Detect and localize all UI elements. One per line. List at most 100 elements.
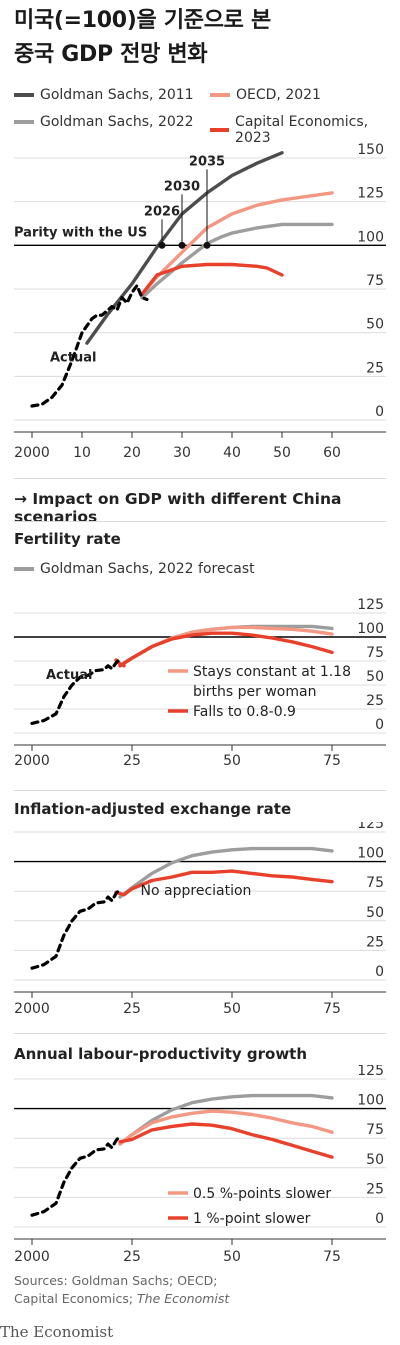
legend-swatch [14, 120, 34, 124]
chart-title-line-1: 미국(=100)을 기준으로 본 [14, 8, 271, 33]
y-tick-label: 100 [357, 1093, 384, 1109]
y-tick-label: 100 [357, 229, 384, 245]
legend-item-gs2011: Goldman Sachs, 2011 [14, 87, 194, 103]
x-tick-label: 25 [123, 1249, 141, 1265]
x-tick-label: 30 [173, 445, 191, 461]
y-tick-label: 125 [357, 1065, 384, 1079]
series-line-gs2022 [140, 222, 334, 300]
y-tick-label: 25 [366, 693, 384, 709]
fertility-chart: 0 25 50 75 100 125 2000 25 50 75 Actual Stays const… [14, 597, 386, 769]
y-tick-label: 75 [366, 273, 384, 289]
series-line-oecd2021 [140, 191, 334, 296]
panel-title-fertility: Fertility rate [14, 530, 121, 548]
y-tick-label: 0 [375, 404, 384, 420]
y-tick-label: 25 [366, 934, 384, 950]
y-tick-label: 100 [357, 846, 384, 862]
annotation-year: 2030 [164, 179, 200, 194]
y-tick-label: 75 [366, 645, 384, 661]
legend-item-oecd2021: OECD, 2021 [210, 87, 321, 103]
legend-label: OECD, 2021 [236, 87, 321, 103]
x-tick-label: 50 [273, 445, 291, 461]
series-line-actual [30, 657, 122, 725]
x-tick-label: 50 [223, 753, 241, 769]
annotation-actual: Actual [50, 351, 96, 366]
x-tick-label: 50 [223, 1249, 241, 1265]
series-line-gs2022 [118, 1093, 334, 1146]
series-line-actual [30, 283, 149, 408]
legend-label: Goldman Sachs, 2022 [40, 114, 194, 130]
sources-text: Capital Economics; [14, 1291, 138, 1306]
y-tick-label: 25 [366, 360, 384, 376]
panel-title-exchange-rate: Inflation-adjusted exchange rate [14, 800, 292, 818]
parity-label: Parity with the US [14, 225, 147, 240]
x-tick-label: 2000 [14, 445, 50, 461]
x-tick-label: 2000 [14, 1001, 50, 1017]
series-line-gs2022 [118, 846, 334, 899]
y-tick-label: 25 [366, 1181, 384, 1197]
annotation-year: 2026 [144, 204, 180, 219]
parity-year-marker [158, 241, 166, 249]
divider [14, 1033, 386, 1034]
series-line-actual [30, 1134, 122, 1217]
legend-item-capecon: Capital Economics, 2023 [210, 114, 400, 146]
x-tick-label: 2000 [14, 753, 50, 769]
x-tick-label: 2000 [14, 1249, 50, 1265]
divider [14, 790, 386, 791]
legend-label-capecon: 1 %-point slower [193, 1211, 311, 1227]
parity-year-marker [178, 241, 186, 249]
series-line-capecon [140, 262, 284, 296]
legend-label-oecd2021: 0.5 %-points slower [193, 1186, 331, 1202]
legend-label: Capital Economics, 2023 [235, 114, 369, 146]
x-tick-label: 75 [323, 1001, 341, 1017]
x-tick-label: 75 [323, 1249, 341, 1265]
x-tick-label: 10 [73, 445, 91, 461]
x-tick-label: 25 [123, 753, 141, 769]
y-tick-label: 0 [375, 1211, 384, 1227]
y-tick-label: 75 [366, 1122, 384, 1138]
y-tick-label: 50 [366, 1152, 384, 1168]
y-tick-label: 150 [357, 142, 384, 158]
legend-label-oecd2021: Stays constant at 1.18 [193, 664, 351, 680]
exchange-rate-chart: 0 25 50 75 100 125 2000 25 50 75 No appreciation [14, 822, 386, 1017]
x-tick-label: 25 [123, 1001, 141, 1017]
legend-item-gs2022: Goldman Sachs, 2022 [14, 114, 194, 130]
panel-title-productivity: Annual labour-productivity growth [14, 1045, 308, 1063]
y-tick-label: 125 [357, 186, 384, 202]
parity-year-marker [203, 241, 211, 249]
series-line-actual [30, 887, 122, 970]
annotation-year: 2035 [189, 154, 225, 169]
annotation-no-appreciation: No appreciation [141, 883, 252, 899]
y-tick-label: 0 [375, 717, 384, 733]
x-tick-label: 20 [123, 445, 141, 461]
legend-label-oecd2021: births per woman [193, 684, 316, 700]
legend-swatch [210, 93, 230, 97]
y-tick-label: 125 [357, 597, 384, 613]
y-tick-label: 100 [357, 621, 384, 637]
divider [14, 521, 386, 522]
legend-label: Goldman Sachs, 2011 [40, 87, 194, 103]
y-tick-label: 0 [375, 964, 384, 980]
sources-italic: The Economist [137, 1291, 230, 1306]
productivity-chart: 0 25 50 75 100 125 2000 25 50 75 0.5 %-points slow… [14, 1065, 386, 1265]
legend-swatch [14, 93, 34, 97]
x-tick-label: 40 [223, 445, 241, 461]
y-tick-label: 50 [366, 669, 384, 685]
series-line-capecon [118, 631, 334, 668]
divider [14, 478, 386, 479]
x-tick-label: 50 [223, 1001, 241, 1017]
legend-item-gs2022-forecast: Goldman Sachs, 2022 forecast [14, 561, 255, 577]
legend-label-capecon: Falls to 0.8-0.9 [193, 704, 296, 720]
legend-swatch [14, 567, 34, 571]
economist-logo: The Economist [0, 1323, 114, 1341]
legend-label: Goldman Sachs, 2022 forecast [40, 561, 255, 577]
x-tick-label: 75 [323, 753, 341, 769]
annotation-actual: Actual [46, 668, 92, 683]
x-tick-label: 60 [323, 445, 341, 461]
series-line-capecon [118, 1122, 334, 1159]
legend-swatch [210, 128, 230, 132]
sources-line-1: Sources: Goldman Sachs; OECD; [14, 1273, 218, 1288]
chart-title-line-2: 중국 GDP 전망 변화 [14, 42, 208, 67]
sources-line-2: Capital Economics; The Economist [14, 1290, 229, 1307]
series-line-capecon [114, 869, 334, 897]
